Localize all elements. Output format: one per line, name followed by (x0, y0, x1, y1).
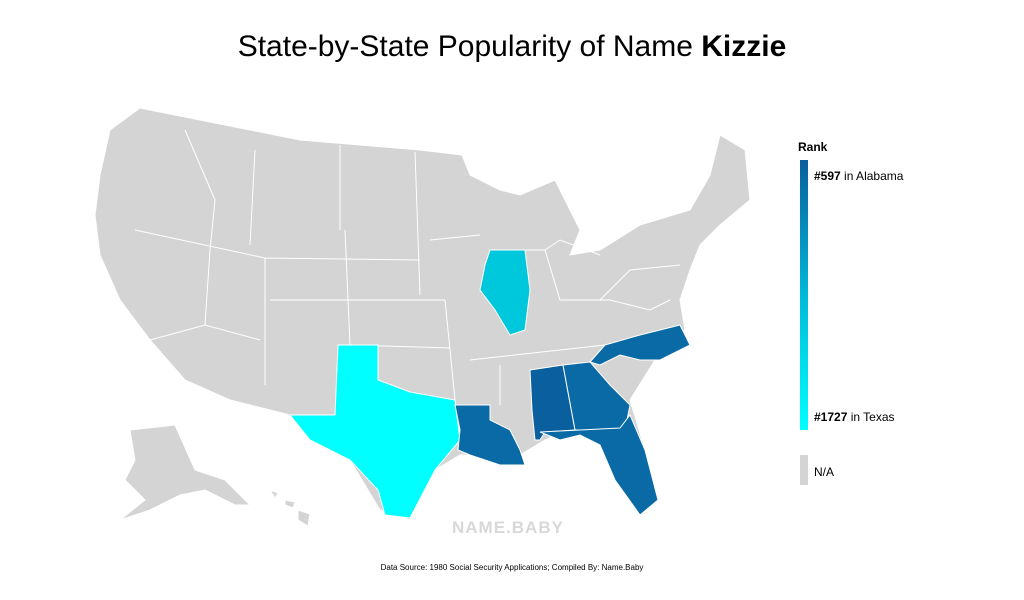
legend-bottom-rank: #1727 (814, 410, 848, 424)
state-north-carolina (589, 324, 691, 366)
legend-top-label: in Alabama (844, 169, 904, 183)
legend-title: Rank (798, 140, 828, 154)
legend-na-swatch (800, 455, 808, 485)
us-map (94, 107, 751, 527)
legend-na: N/A (814, 465, 835, 479)
legend-top-rank: #597 (814, 169, 841, 183)
hawaii (268, 489, 311, 527)
title-text: State-by-State Popularity of Name (237, 30, 702, 63)
watermark: NAME.BABY (452, 518, 564, 537)
map-title: State-by-State Popularity of Name Kizzie (0, 30, 1024, 64)
state-texas (288, 344, 461, 519)
state-louisiana (454, 404, 526, 466)
legend-gradient (800, 160, 808, 430)
source-note: Data Source: 1980 Social Security Applic… (380, 563, 644, 572)
state-illinois (479, 249, 531, 336)
legend-bottom-label: in Texas (850, 410, 895, 424)
state-florida (539, 414, 659, 516)
legend-bottom: #1727 in Texas (814, 410, 895, 424)
legend-top: #597 in Alabama (814, 169, 903, 183)
title-name: Kizzie (701, 30, 787, 63)
alaska (119, 424, 252, 521)
